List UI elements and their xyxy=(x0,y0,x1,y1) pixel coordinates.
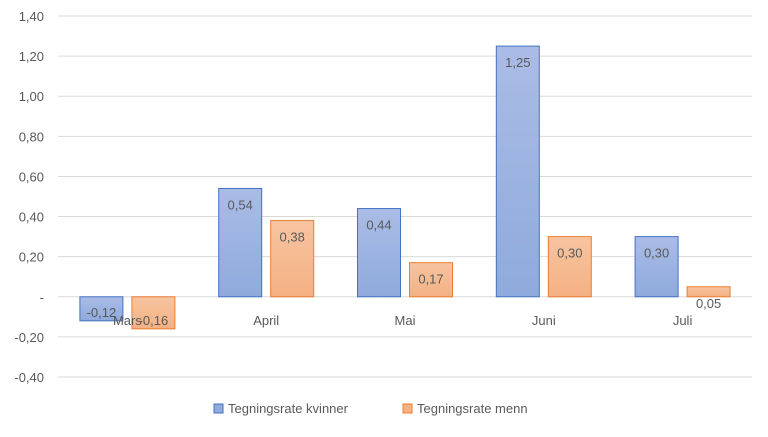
bar-kvinner-juni xyxy=(495,45,540,298)
y-tick-label: 0,20 xyxy=(19,250,44,265)
data-label: 0,30 xyxy=(557,246,582,261)
data-label: 0,44 xyxy=(366,218,391,233)
y-tick-label: -0,20 xyxy=(14,330,44,345)
y-tick-label: 0,40 xyxy=(19,210,44,225)
legend: Tegningsrate kvinner Tegningsrate menn xyxy=(213,401,528,416)
y-tick-label: 1,00 xyxy=(19,89,44,104)
bar-menn-mars xyxy=(131,296,176,330)
data-label: 0,54 xyxy=(228,197,253,212)
bars xyxy=(79,45,731,330)
data-label: 0,17 xyxy=(418,272,443,287)
x-tick-label: Juni xyxy=(532,313,556,328)
bar-menn-juli xyxy=(686,286,731,298)
data-labels: -0,12 -0,16 0,54 0,38 0,44 0,17 1,25 0,30 0,30 0,… xyxy=(87,55,722,328)
gridlines xyxy=(58,15,752,378)
y-tick-label: 1,20 xyxy=(19,49,44,64)
y-tick-label: 0,60 xyxy=(19,169,44,184)
x-tick-label: Mai xyxy=(395,313,416,328)
bar-menn-mai xyxy=(409,262,453,298)
x-tick-label: April xyxy=(253,313,279,328)
bar-kvinner-mai xyxy=(357,208,401,298)
legend-swatch xyxy=(402,403,413,414)
y-tick-label: - xyxy=(40,290,44,305)
bar-menn-april xyxy=(270,220,315,298)
legend-label: Tegningsrate menn xyxy=(417,401,528,416)
bar-kvinner-juli xyxy=(634,236,679,298)
data-label: -0,12 xyxy=(87,305,117,320)
data-label: 0,05 xyxy=(696,296,721,311)
bar-kvinner-mars xyxy=(79,296,124,322)
legend-swatch xyxy=(213,403,224,414)
y-axis-ticks: 1,40 1,20 1,00 0,80 0,60 0,40 0,20 - -0,20 -0,40 xyxy=(14,9,44,385)
data-label: -0,16 xyxy=(139,313,169,328)
data-label: 1,25 xyxy=(505,55,530,70)
y-tick-label: -0,40 xyxy=(14,370,44,385)
x-tick-label: Mars xyxy=(113,313,142,328)
bar-menn-juni xyxy=(547,236,592,298)
legend-label: Tegningsrate kvinner xyxy=(228,401,349,416)
data-label: 0,30 xyxy=(644,246,669,261)
x-tick-label: Juli xyxy=(673,313,693,328)
y-tick-label: 0,80 xyxy=(19,129,44,144)
x-axis-ticks: Mars April Mai Juni Juli xyxy=(113,313,693,328)
bar-kvinner-april xyxy=(218,187,263,298)
data-label: 0,38 xyxy=(280,230,305,245)
y-tick-label: 1,40 xyxy=(19,9,44,24)
